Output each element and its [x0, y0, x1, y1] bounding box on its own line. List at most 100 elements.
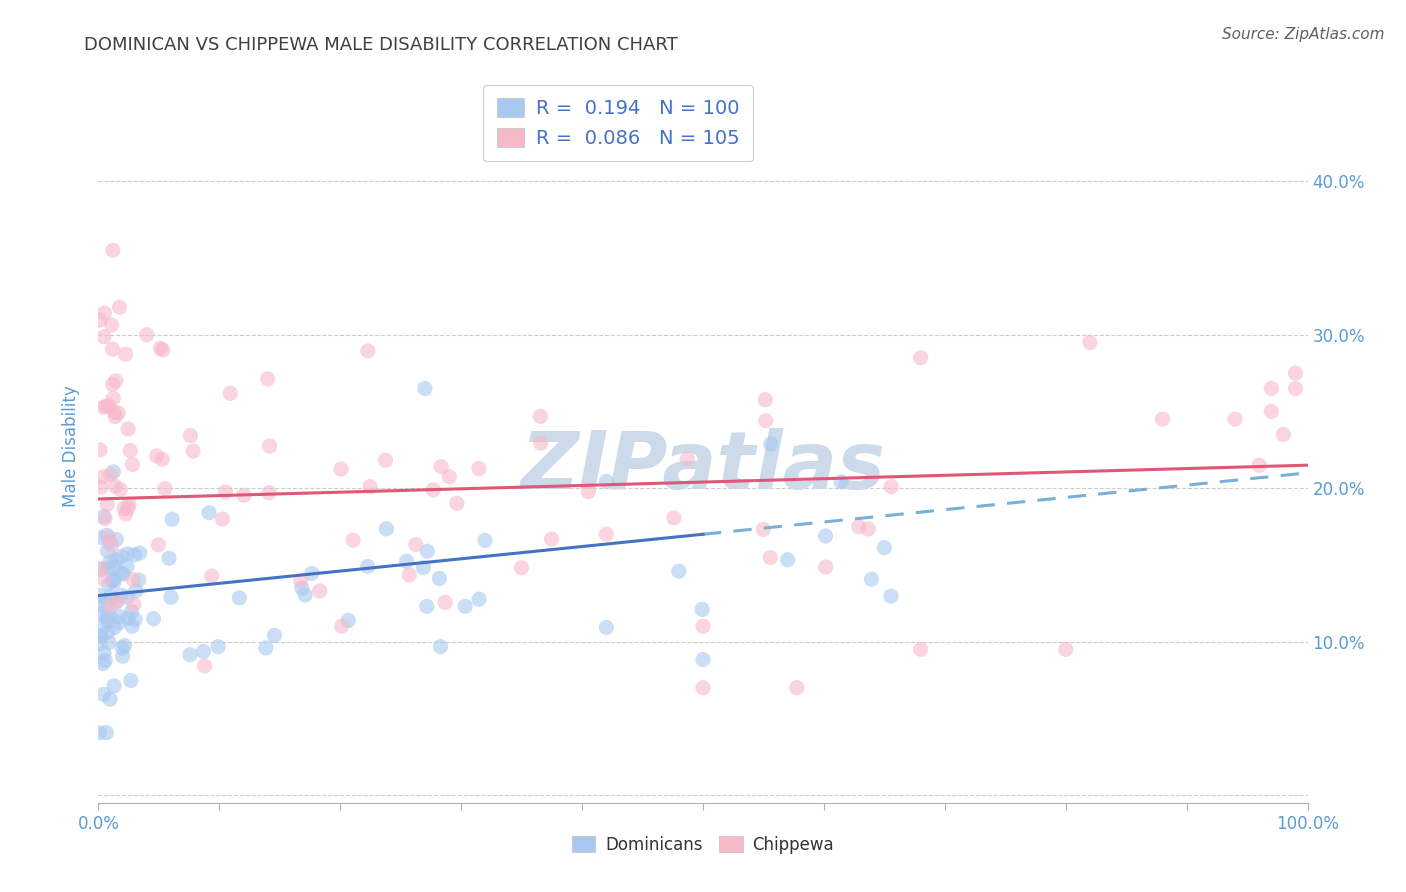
Point: [107, 593, 129, 607]
Point: [125, 583, 148, 598]
Point: [856, 522, 879, 536]
Point: [179, 428, 201, 442]
Point: [97, 561, 120, 575]
Point: [429, 640, 451, 654]
Point: [474, 533, 496, 548]
Point: [776, 553, 799, 567]
Point: [375, 522, 398, 536]
Point: [98, 608, 121, 623]
Point: [529, 409, 551, 424]
Point: [257, 485, 280, 500]
Point: [89, 628, 111, 642]
Point: [595, 475, 617, 489]
Point: [152, 343, 174, 357]
Point: [193, 644, 215, 658]
Point: [1260, 381, 1282, 395]
Point: [110, 588, 132, 602]
Point: [90, 480, 112, 494]
Point: [1152, 412, 1174, 426]
Point: [103, 405, 125, 419]
Point: [259, 439, 281, 453]
Point: [1223, 412, 1246, 426]
Point: [103, 465, 125, 479]
Point: [97, 399, 120, 413]
Point: [148, 538, 170, 552]
Point: [96, 497, 118, 511]
Point: [101, 342, 124, 356]
Point: [114, 507, 136, 521]
Point: [290, 574, 312, 588]
Point: [124, 548, 146, 562]
Point: [256, 372, 278, 386]
Point: [89, 726, 111, 740]
Point: [101, 244, 124, 258]
Point: [416, 544, 439, 558]
Point: [114, 639, 136, 653]
Text: Source: ZipAtlas.com: Source: ZipAtlas.com: [1222, 27, 1385, 42]
Point: [90, 562, 112, 576]
Point: [211, 512, 233, 526]
Point: [89, 637, 111, 651]
Point: [468, 461, 491, 475]
Point: [117, 611, 139, 625]
Point: [755, 414, 778, 428]
Point: [121, 458, 143, 472]
Point: [110, 549, 132, 564]
Point: [101, 377, 124, 392]
Point: [145, 449, 167, 463]
Point: [181, 444, 204, 458]
Point: [668, 564, 690, 578]
Point: [395, 554, 418, 568]
Point: [357, 343, 380, 358]
Point: [405, 537, 427, 551]
Point: [330, 619, 353, 633]
Point: [97, 635, 120, 649]
Point: [434, 595, 457, 609]
Point: [880, 480, 903, 494]
Point: [398, 568, 420, 582]
Point: [117, 422, 139, 436]
Point: [111, 566, 134, 581]
Point: [89, 442, 111, 457]
Point: [124, 612, 146, 626]
Point: [101, 574, 124, 588]
Point: [439, 469, 461, 483]
Point: [121, 619, 143, 633]
Point: [429, 572, 451, 586]
Point: [233, 488, 256, 502]
Point: [301, 566, 323, 581]
Point: [98, 577, 121, 591]
Point: [128, 573, 150, 587]
Point: [108, 300, 131, 314]
Point: [97, 531, 120, 545]
Point: [112, 566, 135, 581]
Point: [207, 640, 229, 654]
Point: [108, 615, 131, 630]
Point: [294, 588, 316, 602]
Point: [117, 501, 139, 516]
Point: [1054, 642, 1077, 657]
Point: [219, 386, 242, 401]
Point: [100, 318, 122, 332]
Point: [105, 552, 128, 566]
Point: [759, 550, 782, 565]
Point: [814, 529, 837, 543]
Point: [120, 443, 142, 458]
Point: [830, 475, 852, 489]
Point: [120, 673, 142, 688]
Point: [198, 506, 221, 520]
Point: [149, 341, 172, 355]
Point: [752, 522, 775, 536]
Point: [201, 569, 224, 583]
Text: DOMINICAN VS CHIPPEWA MALE DISABILITY CORRELATION CHART: DOMINICAN VS CHIPPEWA MALE DISABILITY CO…: [84, 36, 678, 54]
Point: [214, 485, 236, 500]
Point: [103, 574, 125, 589]
Point: [96, 544, 118, 558]
Point: [1284, 366, 1306, 380]
Point: [98, 467, 121, 482]
Point: [90, 561, 112, 575]
Point: [115, 559, 138, 574]
Point: [910, 351, 932, 365]
Point: [93, 619, 115, 633]
Point: [120, 605, 142, 619]
